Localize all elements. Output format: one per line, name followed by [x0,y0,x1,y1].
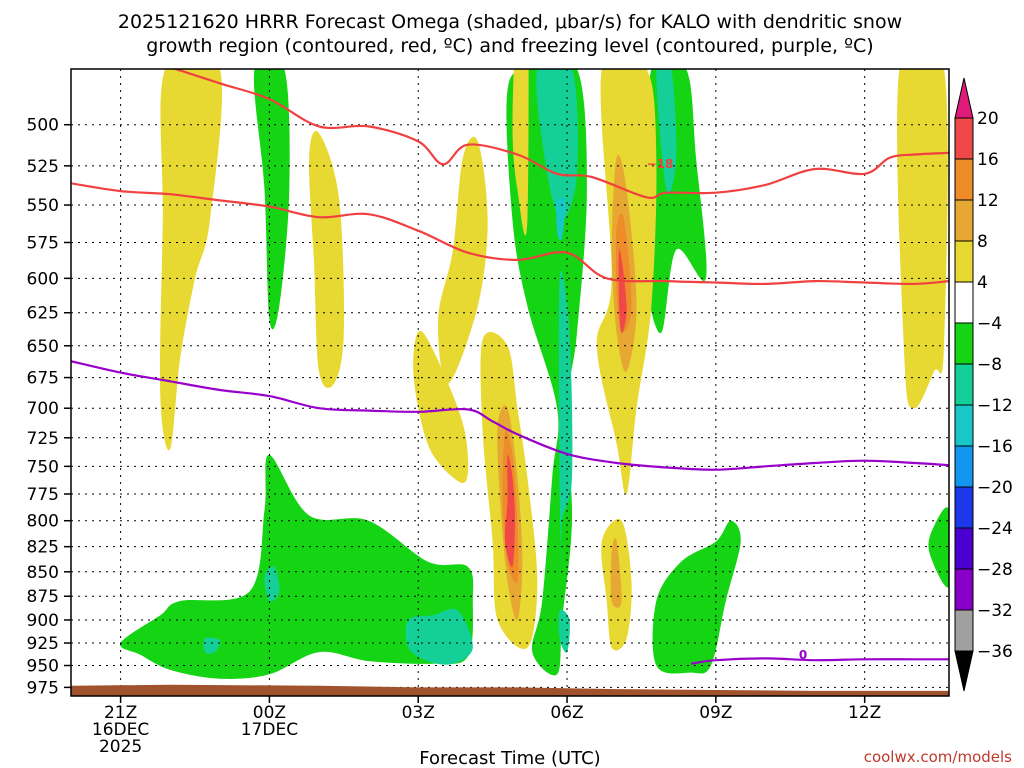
colorbar-label-1: 16 [977,150,999,170]
omega-region-omega-8-to-12-teal-2 [656,69,677,194]
colorbar-label-4: 4 [977,273,988,293]
y-tick-label-650: 650 [27,337,59,357]
omega-region-omega-8-to-12-teal-6 [558,270,573,568]
x-axis-label: Forecast Time (UTC) [419,748,600,768]
y-tick-label-975: 975 [27,678,59,698]
colorbar-label-0: 20 [977,109,999,129]
colorbar-bin-5 [954,404,974,447]
colorbar-label-13: −36 [977,642,1013,662]
omega-region-omega-12-to-16-cyan-1 [556,197,565,241]
plot-area [71,69,949,696]
omega-region-omega-16-to-20-red-2 [618,249,627,333]
y-tick-label-500: 500 [27,116,59,136]
y-tick-label-875: 875 [27,587,59,607]
omega-region-omega-4-to-8-green-6 [928,507,949,588]
y-axis: 500 525 550 575 600 625 650 675 700 725 750 775 800 8… [27,116,71,698]
contour-labels: −18 0 [647,157,808,662]
omega-region-omega-4-to-8-yellow-9 [897,69,948,409]
colorbar-bin-9 [954,240,974,283]
y-tick-label-625: 625 [27,304,59,324]
x-tick-label-2025: 2025 [99,737,142,757]
contour-freezing-level-0-c-near-surface-purple [690,657,949,665]
y-tick-label-700: 700 [27,399,59,419]
chart-title-line-1: 2025121620 HRRR Forecast Omega (shaded, … [118,11,902,33]
colorbar-label-9: −20 [977,478,1013,498]
y-tick-label-725: 725 [27,429,59,449]
colorbar-bin-6 [954,363,974,406]
omega-region-omega-4-to-8-yellow-3 [437,136,488,384]
y-tick-label-925: 925 [27,634,59,654]
colorbar-bin-2 [954,527,974,570]
colorbar-label-12: −32 [977,601,1013,621]
credit-text: coolwx.com/models [864,748,1012,766]
colorbar-bin-8 [954,281,974,324]
omega-region-omega-8-to-12-teal-3 [264,566,280,602]
x-tick-label-06z: 06Z [550,703,583,723]
y-tick-label-575: 575 [27,233,59,253]
y-tick-label-525: 525 [27,157,59,177]
colorbar-bottom-arrow [954,650,974,692]
contour-label-minus18: −18 [647,157,674,171]
contour-layer [71,69,949,665]
colorbar-label-8: −16 [977,437,1013,457]
contour-label-zero: 0 [799,648,807,662]
x-tick-label-12z: 12Z [848,703,881,723]
omega-region-omega-4-to-8-green-1 [253,69,290,330]
omega-region-omega-4-to-8-green-2 [120,454,474,679]
omega-region-omega-8-to-12-gold-3 [610,538,622,608]
contour-dendritic-growth-region-18-c-red [172,69,949,199]
y-tick-label-675: 675 [27,369,59,389]
y-tick-label-900: 900 [27,611,59,631]
omega-region-omega-16-to-20-red-1 [504,454,515,568]
y-tick-label-850: 850 [27,563,59,583]
colorbar-bin-1 [954,568,974,611]
omega-region-omega-4-to-8-yellow-2 [308,131,345,388]
colorbar-label-3: 8 [977,232,988,252]
colorbar: 20 16 12 8 4 −4 −8 −12 −16 −20 −24 −28 −32 −36 [954,77,1013,692]
omega-region-omega-4-to-8-yellow-1 [159,69,223,451]
omega-region-omega-4-to-8-green-5 [652,520,741,674]
x-tick-label-17dec: 17DEC [241,720,298,740]
colorbar-top-arrow [954,77,974,119]
y-tick-label-775: 775 [27,485,59,505]
omega-region-omega-8-to-12-teal-4 [203,637,221,654]
colorbar-bin-12 [954,117,974,160]
colorbar-label-10: −24 [977,519,1013,539]
colorbar-bin-4 [954,445,974,488]
colorbar-bin-11 [954,158,974,201]
omega-region-omega-8-to-12-teal-5 [405,608,473,665]
y-tick-label-550: 550 [27,196,59,216]
colorbar-bin-10 [954,199,974,242]
x-tick-label-03z: 03Z [402,703,435,723]
colorbar-bin-0 [954,609,974,652]
contour-freezing-level-0-c-purple [71,360,949,471]
colorbar-bin-7 [954,322,974,365]
colorbar-label-11: −28 [977,560,1013,580]
colorbar-label-7: −12 [977,396,1013,416]
y-tick-label-825: 825 [27,538,59,558]
terrain-fill [71,684,949,696]
contour-dendritic-growth-region-12-c-red [71,182,949,286]
y-tick-label-600: 600 [27,269,59,289]
omega-shading-layer [120,69,949,679]
colorbar-label-5: −4 [977,314,1002,334]
colorbar-bin-3 [954,486,974,529]
y-tick-label-950: 950 [27,657,59,677]
x-tick-label-00z: 00Z [253,703,286,723]
x-tick-label-09z: 09Z [699,703,732,723]
colorbar-label-6: −8 [977,355,1002,375]
y-tick-label-800: 800 [27,512,59,532]
omega-region-omega-4-to-8-yellow-4 [413,330,469,483]
omega-region-omega-4-to-8-yellow-5 [512,69,529,236]
colorbar-label-2: 12 [977,191,999,211]
chart-title-line-2: growth region (contoured, red, ºC) and f… [146,35,873,57]
y-tick-label-750: 750 [27,457,59,477]
terrain-layer [71,684,949,696]
x-tick-label-21z: 21Z [104,703,137,723]
x-tick-label-16dec: 16DEC [92,720,149,740]
plot-frame [70,68,950,697]
